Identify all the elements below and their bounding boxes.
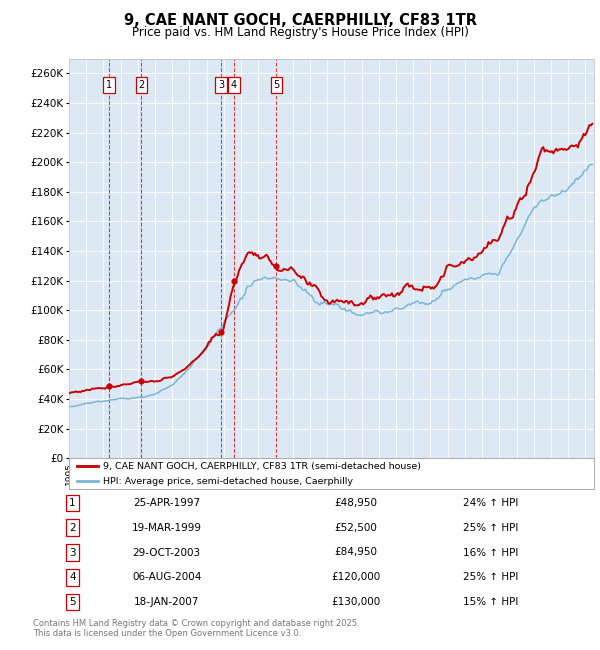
Text: 2: 2 xyxy=(139,80,145,90)
Text: 9, CAE NANT GOCH, CAERPHILLY, CF83 1TR (semi-detached house): 9, CAE NANT GOCH, CAERPHILLY, CF83 1TR (… xyxy=(103,462,421,471)
Text: 24% ↑ HPI: 24% ↑ HPI xyxy=(463,498,518,508)
Text: 4: 4 xyxy=(231,80,237,90)
Text: 16% ↑ HPI: 16% ↑ HPI xyxy=(463,547,518,558)
Text: Price paid vs. HM Land Registry's House Price Index (HPI): Price paid vs. HM Land Registry's House … xyxy=(131,26,469,39)
Text: £52,500: £52,500 xyxy=(334,523,377,533)
Text: HPI: Average price, semi-detached house, Caerphilly: HPI: Average price, semi-detached house,… xyxy=(103,476,353,486)
Text: 3: 3 xyxy=(69,547,76,558)
Text: 29-OCT-2003: 29-OCT-2003 xyxy=(133,547,201,558)
Text: £48,950: £48,950 xyxy=(334,498,377,508)
Text: £120,000: £120,000 xyxy=(331,572,380,582)
Text: 1: 1 xyxy=(69,498,76,508)
Text: 25% ↑ HPI: 25% ↑ HPI xyxy=(463,523,518,533)
Text: 2: 2 xyxy=(69,523,76,533)
Text: 15% ↑ HPI: 15% ↑ HPI xyxy=(463,597,518,607)
Text: 5: 5 xyxy=(69,597,76,607)
Text: 18-JAN-2007: 18-JAN-2007 xyxy=(134,597,199,607)
Text: £130,000: £130,000 xyxy=(331,597,380,607)
Text: 3: 3 xyxy=(218,80,224,90)
Text: 06-AUG-2004: 06-AUG-2004 xyxy=(132,572,202,582)
Text: 19-MAR-1999: 19-MAR-1999 xyxy=(132,523,202,533)
Text: 9, CAE NANT GOCH, CAERPHILLY, CF83 1TR: 9, CAE NANT GOCH, CAERPHILLY, CF83 1TR xyxy=(124,13,476,28)
Text: Contains HM Land Registry data © Crown copyright and database right 2025.
This d: Contains HM Land Registry data © Crown c… xyxy=(33,619,359,638)
Text: 4: 4 xyxy=(69,572,76,582)
Text: 25-APR-1997: 25-APR-1997 xyxy=(133,498,200,508)
Text: £84,950: £84,950 xyxy=(334,547,377,558)
Text: 25% ↑ HPI: 25% ↑ HPI xyxy=(463,572,518,582)
Text: 1: 1 xyxy=(106,80,112,90)
Text: 5: 5 xyxy=(273,80,280,90)
